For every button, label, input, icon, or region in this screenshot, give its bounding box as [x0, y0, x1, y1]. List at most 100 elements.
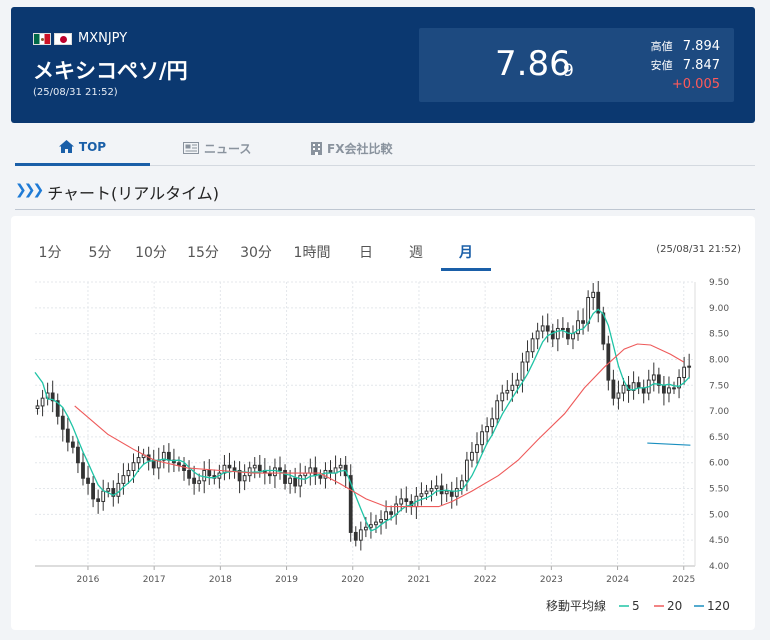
low-value: 7.847 — [682, 58, 720, 73]
candle-down — [641, 387, 646, 394]
candle-up — [40, 397, 45, 407]
candle-down — [636, 382, 641, 389]
period-30min[interactable]: 30分 — [240, 245, 272, 261]
japan-flag-icon — [54, 32, 72, 45]
candle-down — [76, 446, 80, 464]
tab-fx-compare[interactable]: FX会社比較 — [311, 130, 392, 166]
x-tick-label: 2019 — [275, 575, 298, 585]
candle-up — [535, 330, 540, 340]
candle-down — [550, 330, 555, 340]
x-tick-label: 2021 — [407, 575, 430, 585]
legend-ma20-label: 20 — [667, 599, 682, 613]
x-tick-label: 2024 — [606, 575, 629, 585]
candle-up — [530, 338, 535, 353]
candle-up — [121, 475, 126, 484]
period-day[interactable]: 日 — [359, 245, 373, 261]
candle-up — [429, 488, 434, 492]
tab-top[interactable]: TOP — [15, 130, 150, 166]
candle-down — [166, 451, 171, 461]
newspaper-icon — [183, 142, 199, 154]
candle-up — [651, 374, 656, 381]
quote-header: MXNJPY メキシコペソ/円 (25/08/31 21:52) 7.86 9 … — [11, 7, 755, 123]
candle-up — [419, 493, 424, 497]
candle-up — [242, 475, 247, 482]
price-chart[interactable]: 4.00 4.50 5.00 5.50 6.00 6.50 7.00 7.50 8.00 8.50… — [11, 272, 755, 630]
candle-up — [424, 490, 429, 495]
candle-up — [682, 366, 687, 379]
candle-down — [60, 415, 65, 430]
candle-down — [177, 462, 181, 466]
mexico-flag-icon — [33, 32, 51, 45]
building-icon — [311, 141, 322, 155]
pair-name: メキシコペソ/円 — [33, 59, 188, 83]
candle-up — [591, 291, 596, 298]
candle-down — [449, 490, 454, 497]
ma20-line — [74, 343, 684, 508]
y-tick-label: 8.00 — [709, 355, 729, 365]
candle-up — [485, 426, 490, 433]
candle-up — [399, 498, 404, 505]
chart-card: 1分 5分 10分 15分 30分 1時間 日 週 月 (25/08/31 21… — [11, 216, 755, 630]
candle-down — [313, 467, 318, 477]
y-tick-label: 4.00 — [709, 562, 729, 572]
candle-up — [444, 490, 449, 495]
candle-up — [369, 524, 373, 528]
candle-up — [363, 526, 368, 531]
candle-down — [227, 464, 232, 469]
period-1min[interactable]: 1分 — [38, 245, 62, 261]
period-15min[interactable]: 15分 — [187, 245, 219, 261]
candle-down — [656, 374, 661, 386]
candle-up — [520, 361, 525, 381]
candle-down — [389, 511, 394, 515]
candle-up — [106, 488, 111, 492]
legend-ma5-label: 5 — [632, 599, 640, 613]
candle-up — [687, 365, 692, 368]
candle-up — [621, 384, 626, 394]
candle-up — [510, 384, 515, 391]
x-tick-label: 2017 — [143, 575, 166, 585]
low-row: 安値 7.847 — [651, 57, 720, 73]
x-tick-label: 2023 — [540, 575, 563, 585]
current-price: 7.86 — [495, 44, 571, 84]
candle-up — [273, 467, 277, 477]
candle-down — [545, 325, 550, 332]
y-tick-label: 7.00 — [709, 407, 729, 417]
candle-up — [338, 464, 343, 469]
period-5min[interactable]: 5分 — [88, 245, 112, 261]
pair-symbol: MXNJPY — [78, 31, 128, 46]
candle-up — [465, 459, 469, 482]
candle-up — [288, 477, 292, 484]
period-week[interactable]: 週 — [409, 245, 423, 261]
candle-up — [358, 529, 363, 541]
high-row: 高値 7.894 — [651, 38, 720, 54]
legend-title: 移動平均線 — [546, 598, 606, 613]
candle-down — [65, 428, 70, 443]
x-tick-label: 2018 — [209, 575, 232, 585]
candle-up — [379, 519, 383, 523]
chart-area: 4.00 4.50 5.00 5.50 6.00 6.50 7.00 7.50 8.00 8.50… — [11, 272, 755, 630]
home-icon — [58, 140, 74, 153]
candle-down — [404, 498, 409, 502]
current-price-last-digit: 9 — [563, 61, 574, 81]
low-label: 安値 — [650, 59, 673, 72]
currency-flags: MXNJPY — [33, 31, 127, 46]
period-10min[interactable]: 10分 — [135, 245, 167, 261]
period-1hour[interactable]: 1時間 — [293, 245, 331, 261]
candle-down — [232, 467, 237, 471]
x-tick-label: 2022 — [474, 575, 497, 585]
chart-grid — [35, 281, 695, 567]
tab-news[interactable]: ニュース — [183, 130, 251, 166]
chart-axes: 4.00 4.50 5.00 5.50 6.00 6.50 7.00 7.50 8.00 8.50… — [35, 278, 729, 585]
x-tick-label: 2016 — [77, 575, 100, 585]
period-month[interactable]: 月 — [441, 234, 491, 271]
candle-down — [353, 531, 358, 541]
candle-down — [81, 462, 85, 479]
candle-down — [581, 320, 585, 324]
candle-down — [50, 392, 55, 402]
candle-up — [434, 485, 439, 490]
candle-down — [96, 498, 101, 502]
ma5-line — [34, 308, 690, 532]
candle-up — [525, 351, 530, 363]
candle-up — [677, 377, 681, 389]
candle-up — [161, 451, 166, 461]
